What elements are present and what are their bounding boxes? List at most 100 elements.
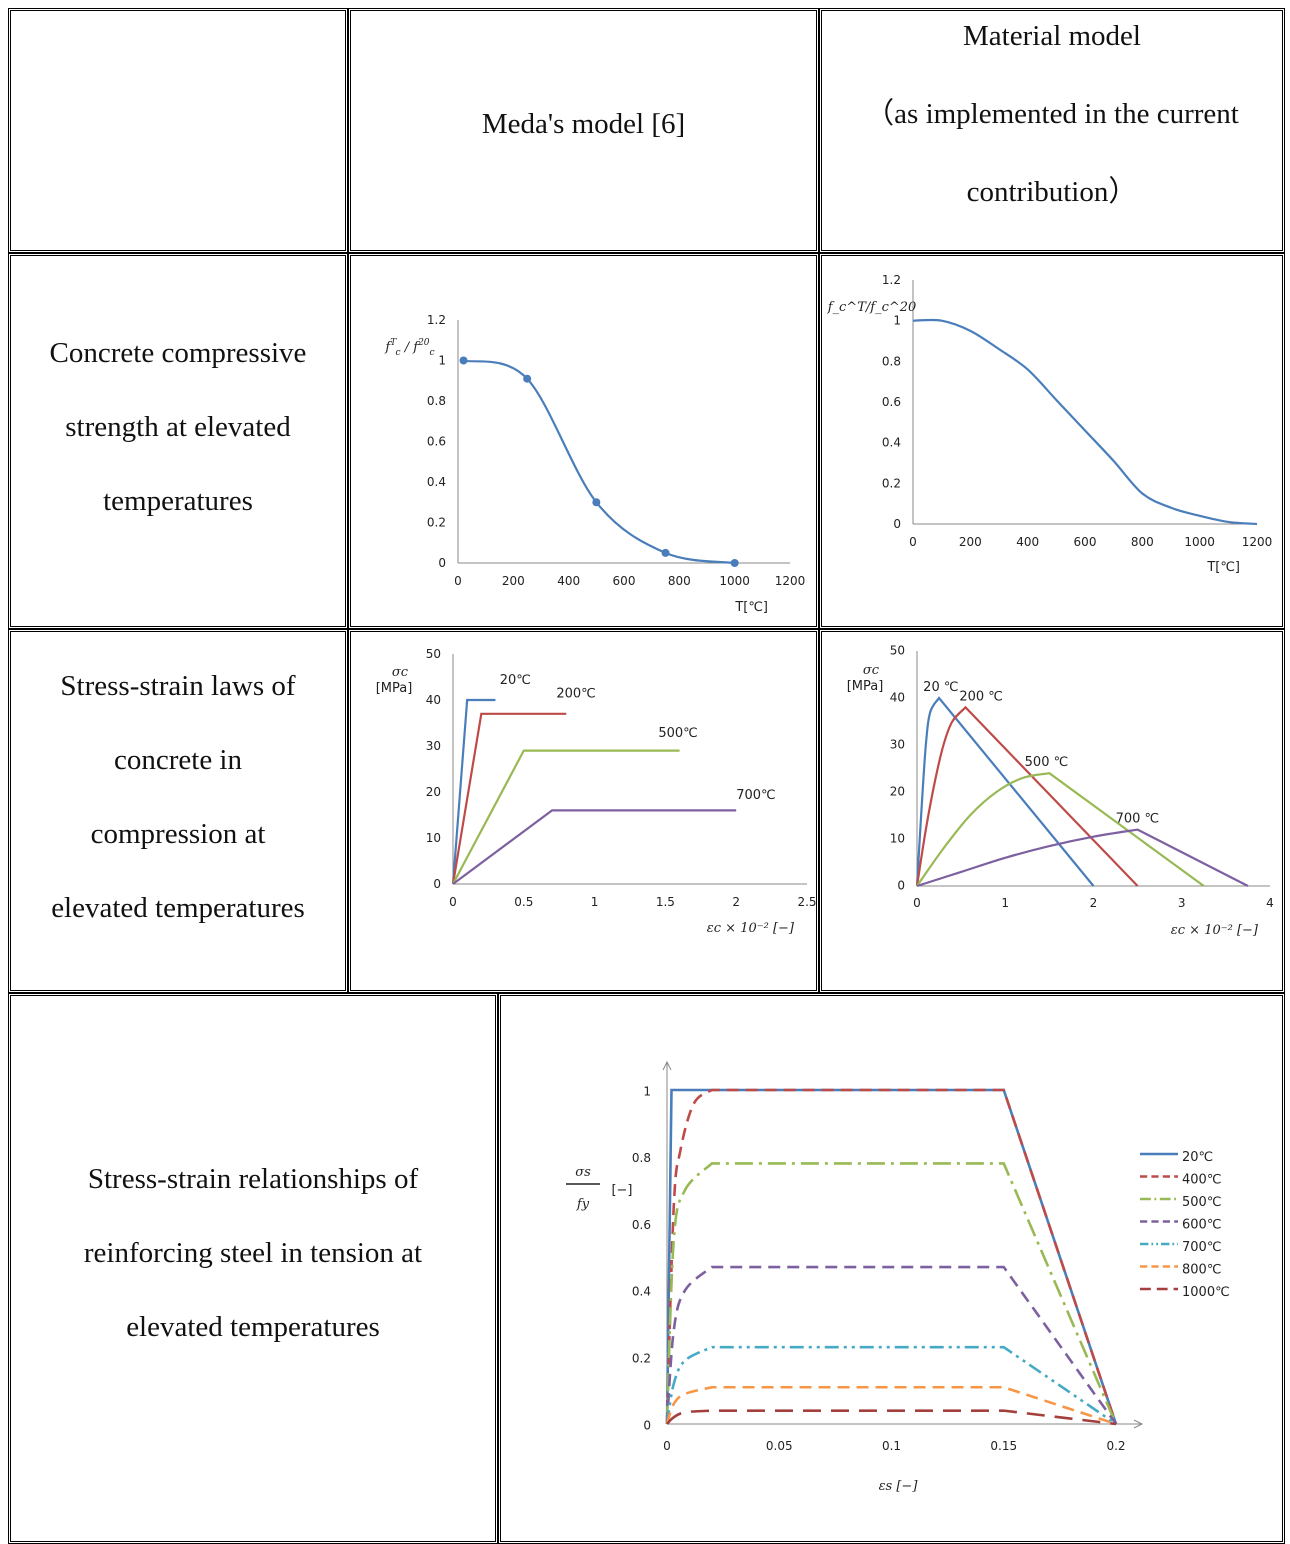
model_strength-xtick-label: 600 [1074,535,1097,549]
steel_stress_strain-series-5 [665,1385,1117,1426]
header-meda-label: Meda's model [6] [481,108,686,140]
model_stress_strain-ytick-label: 10 [890,832,905,846]
steel_stress_strain-xtick-label: 0 [663,1439,671,1453]
steel_stress_strain-xtick-label: 0.1 [882,1439,901,1453]
model_stress_strain-ytick-label: 40 [890,691,905,705]
meda_strength-ytick-label: 0.6 [427,435,446,449]
meda_strength-xtick-label: 200 [502,574,525,588]
model_strength-xtick-label: 400 [1016,535,1039,549]
meda_stress_strain-ytick-label: 30 [426,739,441,753]
meda_stress_strain-series-label: 20℃ [500,673,531,688]
meda-ylabel-part: 20 [417,338,430,348]
meda_strength-ytick-label: 0.8 [427,394,446,408]
steel_stress_strain-legend-label: 500℃ [1182,1195,1221,1210]
meda_stress_strain-xtick-label: 2.5 [797,895,816,909]
row-label-strength-line-3: temperatures [103,485,253,517]
model_stress_strain-series-label: 500 ℃ [1025,755,1069,770]
model_strength-ytick-label: 0.2 [882,476,901,490]
meda_stress_strain-xtick-label: 1 [591,895,599,909]
meda_stress_strain-ytick-label: 0 [433,877,441,891]
steel_stress_strain-series-0 [665,1088,1118,1425]
meda_strength-point [592,498,601,507]
steel_stress_strain-legend-label: 20℃ [1182,1150,1213,1165]
steel_stress_strain-legend-label: 400℃ [1182,1173,1221,1188]
meda_stress_strain-ylabel-unit: [MPa] [376,681,413,696]
chart-cell-meda-strength [348,253,819,629]
model_strength-ytick-label: 1 [893,314,901,328]
steel_stress_strain-legend-label: 1000℃ [1182,1285,1230,1300]
model_strength-xtick-label: 800 [1131,535,1154,549]
header-material-line-1: Material model [963,20,1141,52]
model_stress_strain-xtick-label: 1 [1001,896,1009,910]
steel_stress_strain-xlabel: εs [−] [879,1479,919,1494]
model_stress_strain-ytick-label: 20 [890,785,905,799]
meda_strength-point [523,374,532,383]
model_strength-ytick-label: 0.4 [882,436,901,450]
meda_strength-ytick-label: 0.2 [427,516,446,530]
meda_stress_strain-series-2 [452,749,680,885]
model_stress_strain-xtick-label: 2 [1090,896,1098,910]
steel_stress_strain-ytick-label: 0.6 [632,1218,651,1232]
row-label-cell-steel: Stress-strain relationships of reinforci… [8,993,498,1544]
meda_stress_strain-series-label: 200℃ [556,687,595,702]
model_stress_strain-series-label: 20 ℃ [923,680,958,695]
header-cell-meda: Meda's model [6] [348,8,819,253]
model_stress_strain-series-1 [915,705,1139,887]
row-label-concrete-line-4: elevated temperatures [51,892,305,924]
meda_stress_strain-ylabel-symbol: σc [392,665,409,680]
model_strength-ytick-label: 0.8 [882,354,901,368]
steel_stress_strain-ylabel-den: fy [576,1197,590,1212]
meda_stress_strain-xtick-label: 2 [732,895,740,909]
meda_stress_strain-ytick-label: 50 [426,647,441,661]
model_stress_strain-ylabel-unit: [MPa] [847,679,884,694]
model_stress_strain-series-0 [915,696,1095,887]
model_strength-ytick-label: 1.2 [882,273,901,287]
meda_strength-xtick-label: 800 [668,574,691,588]
meda-ylabel-part: c [430,348,435,358]
model_stress_strain-xlabel: εc × 10⁻² [−] [1171,923,1259,938]
row-label-cell-strength: Concrete compressive strength at elevate… [8,253,348,629]
steel_stress_strain-legend-label: 600℃ [1182,1218,1221,1233]
chart-cell-model-strength [819,253,1285,629]
model_strength-xlabel: T[℃] [1206,560,1240,575]
row-label-steel-line-1: Stress-strain relationships of [87,1163,419,1195]
model_strength-ytick-label: 0.6 [882,395,901,409]
header-material-line-3: contribution） [966,176,1138,208]
steel_stress_strain-legend-label: 800℃ [1182,1263,1221,1278]
meda-ylabel-part: / f [401,340,421,355]
steel_stress_strain-ytick-label: 0 [643,1418,651,1432]
model_stress_strain-xtick-label: 0 [913,896,921,910]
steel_stress_strain-xtick-label: 0.2 [1106,1439,1125,1453]
meda_strength-ylabel: fTc / f20c [384,338,434,358]
model_strength-xtick-label: 1200 [1242,535,1273,549]
model_strength-xtick-label: 1000 [1184,535,1215,549]
model_stress_strain-xtick-label: 3 [1178,896,1186,910]
row-label-steel-line-3: elevated temperatures [126,1311,380,1343]
steel_stress_strain-legend-label: 700℃ [1182,1240,1221,1255]
meda_stress_strain-xtick-label: 1.5 [656,895,675,909]
model_stress_strain-series-2 [916,772,1205,887]
model_stress_strain-series-label: 200 ℃ [959,689,1003,704]
model_stress_strain-xtick-label: 4 [1266,896,1274,910]
steel_stress_strain-series-2 [665,1162,1118,1425]
meda-ylabel-part: f [384,340,392,355]
meda_stress_strain-series-0 [451,698,496,885]
steel_stress_strain-ytick-label: 0.8 [632,1151,651,1165]
meda_strength-xtick-label: 0 [454,574,462,588]
meda_stress_strain-ytick-label: 10 [426,831,441,845]
steel_stress_strain-xtick-label: 0.15 [990,1439,1017,1453]
model_strength-xtick-label: 0 [909,535,917,549]
row-label-concrete-line-2: concrete in [113,744,242,776]
meda_stress_strain-xtick-label: 0 [449,895,457,909]
meda_strength-xlabel: T[℃] [734,600,768,615]
meda_stress_strain-series-1 [451,712,567,885]
meda_strength-ytick-label: 1 [438,354,446,368]
meda_strength-xtick-label: 1200 [775,574,806,588]
meda-ylabel-part: T [390,338,397,348]
model_strength-series-0 [912,318,1258,526]
steel_stress_strain-series-4 [665,1345,1117,1426]
steel_stress_strain-ylabel-unit: [−] [611,1183,632,1198]
model_stress_strain-ytick-label: 50 [890,644,905,658]
steel_stress_strain-series-3 [665,1265,1118,1425]
